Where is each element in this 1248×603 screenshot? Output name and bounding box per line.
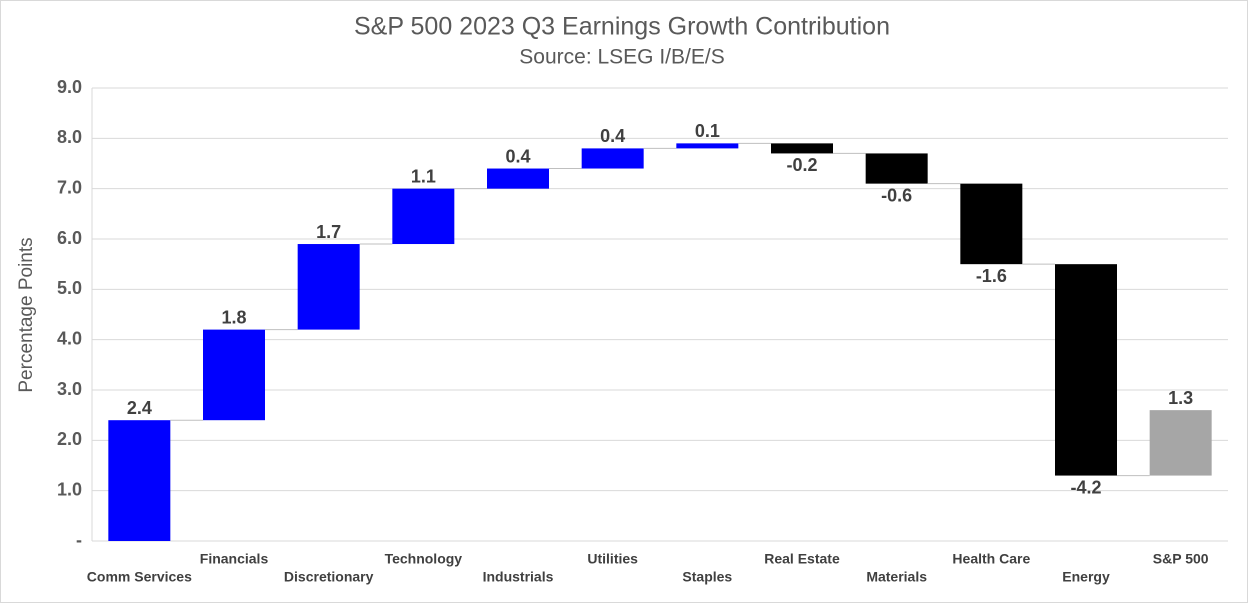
bar — [1055, 264, 1117, 476]
value-label: -0.6 — [881, 185, 912, 205]
x-tick-label: Industrials — [483, 569, 554, 585]
x-tick-label: Staples — [682, 569, 732, 585]
x-tick-label: Comm Services — [87, 569, 192, 585]
bar — [865, 153, 928, 184]
y-tick-label: 6.0 — [57, 228, 82, 248]
x-tick-label: Technology — [385, 551, 463, 567]
bar — [581, 148, 644, 169]
y-tick-label: 1.0 — [57, 479, 82, 499]
y-tick-label: 9.0 — [57, 77, 82, 97]
y-tick-label: 8.0 — [57, 127, 82, 147]
y-axis-label: Percentage Points — [16, 237, 37, 392]
x-tick-label: S&P 500 — [1153, 551, 1209, 567]
y-tick-label: - — [76, 530, 82, 550]
x-tick-label: Discretionary — [284, 569, 374, 585]
y-tick-label: 2.0 — [57, 429, 82, 449]
value-label: 0.4 — [600, 126, 625, 146]
bar — [108, 420, 171, 541]
y-tick-label: 5.0 — [57, 278, 82, 298]
chart-subtitle: Source: LSEG I/B/E/S — [519, 46, 724, 69]
chart-title: S&P 500 2023 Q3 Earnings Growth Contribu… — [354, 13, 890, 41]
x-tick-label: Financials — [200, 551, 269, 567]
value-label: 1.7 — [316, 222, 341, 242]
y-tick-label: 3.0 — [57, 379, 82, 399]
bar — [297, 244, 360, 330]
bar — [1149, 410, 1212, 476]
value-label: -0.2 — [786, 155, 817, 175]
x-tick-label: Utilities — [587, 551, 638, 567]
x-tick-label: Real Estate — [764, 551, 840, 567]
y-tick-label: 4.0 — [57, 328, 82, 348]
y-tick-label: 7.0 — [57, 177, 82, 197]
value-label: -4.2 — [1070, 477, 1101, 497]
bar — [676, 143, 739, 149]
bar — [487, 168, 549, 189]
value-label: 1.1 — [411, 166, 436, 186]
value-label: 2.4 — [127, 398, 152, 418]
value-label: -1.6 — [976, 266, 1007, 286]
bar — [203, 329, 265, 421]
value-label: 0.4 — [505, 146, 530, 166]
bar — [392, 188, 455, 245]
x-tick-label: Materials — [866, 569, 927, 585]
value-label: 1.3 — [1168, 388, 1193, 408]
bar — [771, 143, 833, 154]
value-label: 0.1 — [695, 121, 720, 141]
x-tick-label: Energy — [1062, 569, 1110, 585]
value-label: 1.8 — [221, 307, 246, 327]
bar — [960, 183, 1023, 265]
x-tick-label: Health Care — [952, 551, 1030, 567]
